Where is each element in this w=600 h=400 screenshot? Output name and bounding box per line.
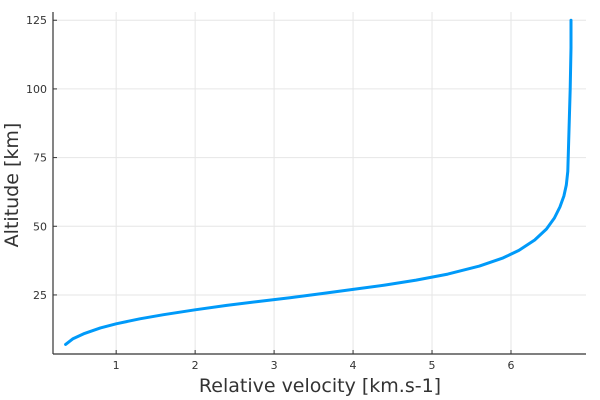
axes	[52, 12, 586, 355]
y-tick-label-1: 50	[33, 220, 47, 233]
x-tick-label-0: 1	[113, 359, 120, 372]
y-tick-label-4: 125	[26, 14, 47, 27]
x-tick-label-3: 4	[350, 359, 357, 372]
y-tick-label-0: 25	[33, 289, 47, 302]
series-line-0	[64, 18, 573, 346]
y-tick-label-2: 75	[33, 152, 47, 165]
x-tick-label-2: 3	[271, 359, 278, 372]
y-tick-label-3: 100	[26, 83, 47, 96]
y-axis-label: Altitude [km]	[1, 123, 23, 248]
grid	[53, 12, 586, 354]
x-tick-label-5: 6	[507, 359, 514, 372]
series	[64, 18, 573, 346]
x-axis-label: Relative velocity [km.s-1]	[199, 375, 441, 397]
tick-labels: 1 2 3 4 5 6 25 50 75 100 125	[26, 14, 514, 372]
x-tick-label-4: 5	[429, 359, 436, 372]
x-tick-label-1: 2	[192, 359, 199, 372]
